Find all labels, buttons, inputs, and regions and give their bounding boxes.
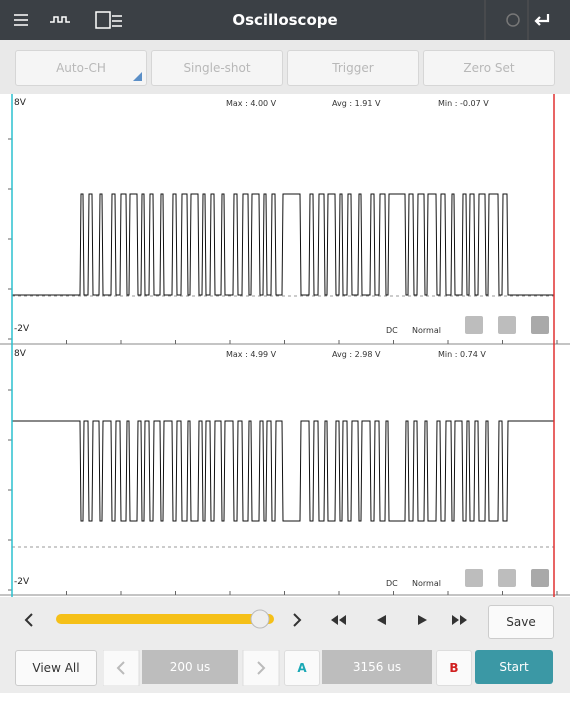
mode: Normal <box>412 579 441 588</box>
expand-button[interactable] <box>531 316 549 334</box>
min: Min : 0.74 V <box>438 350 486 359</box>
avg: Avg : 1.91 V <box>332 99 381 108</box>
coupling: DC <box>386 579 398 588</box>
cursor-a[interactable]: A <box>284 650 320 686</box>
bottom-label: -2V <box>14 577 30 587</box>
waveform <box>12 420 554 522</box>
min: Min : -0.07 V <box>438 99 489 108</box>
channel-2: 8V Max : 4.99 V Avg : 2.98 V Min : 0.74 … <box>0 345 570 595</box>
title: Oscilloscope <box>232 11 338 29</box>
trigger-button[interactable]: Trigger <box>287 50 419 86</box>
auto-ch-button[interactable]: Auto-CH <box>15 50 147 86</box>
save-button[interactable]: Save <box>488 605 554 639</box>
expand-button[interactable] <box>531 569 549 587</box>
playback-controls[interactable] <box>0 597 570 643</box>
avg: Avg : 2.98 V <box>332 350 381 359</box>
zero-set-button[interactable]: Zero Set <box>423 50 555 86</box>
timebase: 200 us <box>142 650 238 684</box>
top-label: 8V <box>14 98 26 108</box>
view-all-button[interactable]: View All <box>15 650 97 686</box>
max: Max : 4.00 V <box>226 99 277 108</box>
scope-area <box>0 94 570 597</box>
timebase-arrows[interactable] <box>103 650 283 686</box>
top-label: 8V <box>14 349 26 359</box>
mode: Normal <box>412 326 441 335</box>
cursor-delta: 3156 us <box>322 650 432 684</box>
bottom-label: -2V <box>14 324 30 334</box>
channel-button[interactable] <box>465 316 483 334</box>
channel-1: 8V Max : 4.00 V Avg : 1.91 V Min : -0.07… <box>0 94 570 344</box>
channel-button[interactable] <box>498 569 516 587</box>
single-shot-button[interactable]: Single-shot <box>151 50 283 86</box>
coupling: DC <box>386 326 398 335</box>
dropdown-corner <box>133 72 142 81</box>
channel-button[interactable] <box>465 569 483 587</box>
bottom-bar: View All 200 us A 3156 us B Start <box>0 643 570 693</box>
waveform <box>12 193 554 296</box>
toolbar: Auto-CH Single-shot Trigger Zero Set <box>0 40 570 94</box>
header: Oscilloscope <box>0 0 570 40</box>
playback-bar: Save <box>0 597 570 643</box>
header-icons <box>14 0 550 40</box>
channel-button[interactable] <box>498 316 516 334</box>
cursor-b[interactable]: B <box>436 650 472 686</box>
max: Max : 4.99 V <box>226 350 277 359</box>
start-button[interactable]: Start <box>475 650 553 684</box>
